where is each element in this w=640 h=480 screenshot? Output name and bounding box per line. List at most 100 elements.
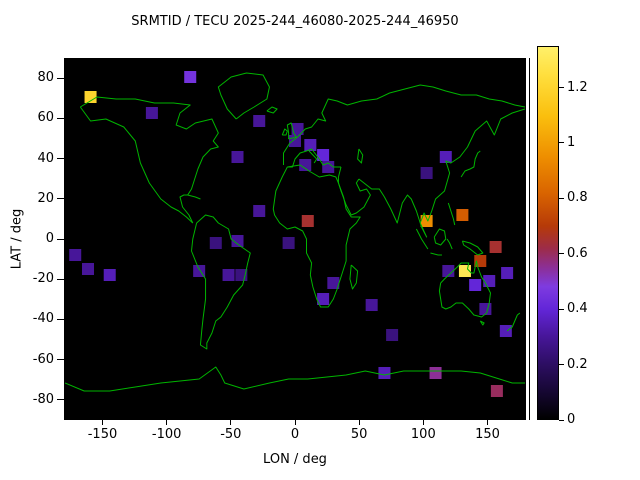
colorbar-tick-mark xyxy=(559,197,564,199)
tec-cell xyxy=(317,293,330,305)
tec-cell xyxy=(499,325,512,337)
x-tick-mark xyxy=(358,420,360,425)
y-tick-label: 20 xyxy=(37,190,54,206)
colorbar-tick-label: 0.8 xyxy=(567,190,588,206)
tec-cell xyxy=(291,123,304,135)
tec-cell xyxy=(301,215,314,227)
coastline xyxy=(462,241,482,255)
coastline xyxy=(448,203,454,225)
tec-cells xyxy=(69,71,514,397)
tec-cell xyxy=(304,139,317,151)
x-tick-mark xyxy=(102,420,103,425)
tec-cell xyxy=(231,235,244,247)
tec-cell xyxy=(327,277,340,289)
y-tick-mark xyxy=(57,399,64,401)
x-tick-label: 0 xyxy=(290,427,300,442)
coastline xyxy=(480,321,484,325)
y-tick-mark xyxy=(57,359,64,361)
colorbar-gradient xyxy=(537,46,559,420)
colorbar-tick-mark xyxy=(559,142,564,144)
colorbar-tick-mark xyxy=(559,308,564,310)
tec-cell xyxy=(103,269,116,281)
x-tick-mark xyxy=(487,420,488,425)
tec-cell xyxy=(69,249,82,261)
coastline xyxy=(359,109,525,237)
world-map-svg xyxy=(65,71,525,397)
y-tick-label: 80 xyxy=(37,70,54,86)
coastline xyxy=(350,265,358,289)
coastline xyxy=(447,239,452,249)
coastline xyxy=(461,151,480,177)
tec-cell xyxy=(81,263,95,275)
tec-cell xyxy=(222,269,235,281)
coastline xyxy=(218,73,269,119)
colorbar-tick-label: 0.2 xyxy=(567,356,588,372)
tec-cell xyxy=(420,167,433,179)
tec-cell xyxy=(253,115,266,127)
x-tick-label: 100 xyxy=(410,427,436,442)
colorbar-tick-label: 0.6 xyxy=(567,245,588,261)
x-tick-mark xyxy=(294,420,296,425)
coastline xyxy=(65,367,525,391)
coastline xyxy=(507,313,520,331)
coastline xyxy=(188,195,201,199)
x-axis-label: LON / deg xyxy=(263,452,327,467)
tec-cell xyxy=(429,367,442,379)
y-tick-label: -20 xyxy=(32,271,54,287)
tec-cell xyxy=(365,299,378,311)
coastline xyxy=(287,123,296,139)
colorbar-tick-label: 0.4 xyxy=(567,301,588,317)
y-tick-mark xyxy=(57,158,64,160)
x-tick-mark xyxy=(166,420,168,425)
x-tick-label: 50 xyxy=(350,427,368,442)
y-tick-mark xyxy=(57,198,64,200)
coastline-outlines xyxy=(65,73,525,391)
coastline xyxy=(358,149,363,163)
y-tick-mark xyxy=(57,77,64,79)
chart-title: SRMTID / TECU 2025-244_46080-2025-244_46… xyxy=(131,14,459,29)
coastline xyxy=(284,85,526,165)
tec-cell xyxy=(456,209,469,221)
tec-cell xyxy=(483,275,496,287)
plot-area xyxy=(64,58,526,420)
tec-cell xyxy=(288,135,302,147)
colorbar-tick-mark xyxy=(559,419,564,421)
tec-cell xyxy=(386,329,399,341)
colorbar-tick-mark xyxy=(559,364,564,366)
x-tick-label: -50 xyxy=(220,427,242,442)
tec-cell xyxy=(489,241,502,253)
tec-cell xyxy=(420,215,433,227)
tec-cell xyxy=(479,303,492,315)
coastline xyxy=(282,129,287,135)
y-tick-label: -60 xyxy=(32,351,54,367)
tec-cell xyxy=(469,279,482,291)
tec-cell xyxy=(84,91,97,103)
coastline xyxy=(309,151,317,163)
coastline xyxy=(434,229,446,245)
coastline xyxy=(439,261,490,317)
coastline xyxy=(430,253,442,255)
x-tick-label: 150 xyxy=(475,427,500,442)
tec-cell xyxy=(184,71,197,83)
x-tick-label: -150 xyxy=(87,427,118,442)
colorbar-tick-label: 1.2 xyxy=(567,79,588,95)
colorbar-tick-mark xyxy=(559,253,564,255)
y-axis-label: LAT / deg xyxy=(9,208,25,270)
tec-cell xyxy=(209,237,222,249)
y-tick-mark xyxy=(57,318,64,320)
coastline xyxy=(273,165,360,307)
tec-cell xyxy=(501,267,514,279)
coastline xyxy=(80,97,218,223)
y-tick-mark xyxy=(57,278,64,280)
colorbar-divider-line xyxy=(529,58,530,420)
coastline xyxy=(192,215,251,349)
tec-cell xyxy=(299,159,312,171)
coastline xyxy=(80,107,192,223)
x-tick-mark xyxy=(230,420,232,425)
colorbar-tick-label: 1 xyxy=(567,134,576,150)
y-tick-label: -80 xyxy=(32,391,54,407)
x-tick-label: -100 xyxy=(151,427,182,442)
y-tick-label: 40 xyxy=(37,150,54,166)
y-tick-label: 60 xyxy=(37,110,54,126)
